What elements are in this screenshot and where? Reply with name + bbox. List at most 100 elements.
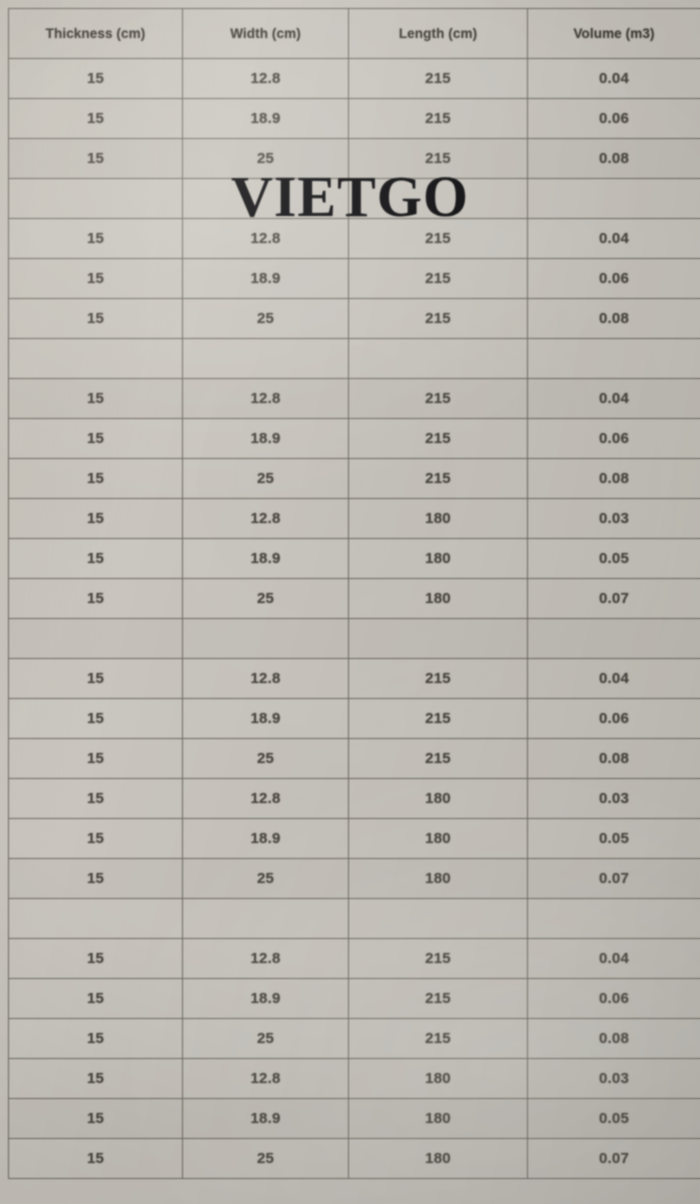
cell-thickness: 15 [8,1058,183,1099]
cell-thickness: 15 [8,738,183,779]
cell-thickness: 15 [8,1138,183,1179]
spacer-cell-length [348,898,528,939]
table-spacer-row [8,178,700,219]
table-row: 15 25 215 0.08 [8,738,700,779]
cell-thickness: 15 [8,778,183,819]
cell-length: 180 [348,1058,528,1099]
column-header-width: Width (cm) [182,8,349,59]
cell-width: 12.8 [182,658,349,699]
cell-volume: 0.06 [527,98,700,139]
cell-length: 215 [348,1018,528,1059]
table-row: 15 25 215 0.08 [8,458,700,499]
cell-thickness: 15 [8,258,183,299]
cell-length: 215 [348,58,528,99]
cell-thickness: 15 [8,458,183,499]
table-row: 15 25 215 0.08 [8,298,700,339]
cell-thickness: 15 [8,498,183,539]
cell-length: 215 [348,698,528,739]
cell-volume: 0.08 [527,138,700,179]
cell-width: 12.8 [182,778,349,819]
cell-length: 215 [348,418,528,459]
cell-length: 215 [348,98,528,139]
cell-thickness: 15 [8,58,183,99]
column-header-thickness: Thickness (cm) [8,8,183,59]
table-row: 15 25 180 0.07 [8,858,700,899]
cell-volume: 0.03 [527,498,700,539]
cell-volume: 0.06 [527,418,700,459]
cell-width: 18.9 [182,258,349,299]
cell-volume: 0.04 [527,938,700,979]
table-row: 15 18.9 180 0.05 [8,818,700,859]
cell-width: 18.9 [182,98,349,139]
table-header: Thickness (cm) Width (cm) Length (cm) Volum… [8,8,700,59]
cell-volume: 0.06 [527,698,700,739]
cell-length: 215 [348,658,528,699]
table-row: 15 25 180 0.07 [8,1138,700,1179]
spacer-cell-thickness [8,338,183,379]
cell-length: 180 [348,778,528,819]
cell-width: 12.8 [182,498,349,539]
cell-volume: 0.06 [527,978,700,1019]
cell-width: 25 [182,578,349,619]
spacer-cell-volume [527,178,700,219]
cell-thickness: 15 [8,298,183,339]
cell-width: 12.8 [182,218,349,259]
spacer-cell-length [348,618,528,659]
cell-width: 25 [182,1138,349,1179]
table-row: 15 12.8 215 0.04 [8,218,700,259]
table-row: 15 12.8 215 0.04 [8,658,700,699]
cell-length: 215 [348,298,528,339]
table-row: 15 25 215 0.08 [8,1018,700,1059]
table-row: 15 18.9 215 0.06 [8,98,700,139]
cell-volume: 0.06 [527,258,700,299]
cell-volume: 0.04 [527,658,700,699]
cell-width: 12.8 [182,938,349,979]
cell-thickness: 15 [8,1018,183,1059]
cell-length: 180 [348,858,528,899]
spacer-cell-thickness [8,618,183,659]
cell-volume: 0.04 [527,378,700,419]
cell-width: 18.9 [182,418,349,459]
cell-width: 12.8 [182,58,349,99]
cell-length: 180 [348,1098,528,1139]
cell-width: 25 [182,738,349,779]
cell-length: 215 [348,138,528,179]
cell-volume: 0.03 [527,1058,700,1099]
table-row: 15 12.8 180 0.03 [8,778,700,819]
cell-thickness: 15 [8,818,183,859]
table-row: 15 18.9 215 0.06 [8,978,700,1019]
spacer-cell-width [182,178,349,219]
cell-volume: 0.08 [527,738,700,779]
cell-length: 215 [348,978,528,1019]
spacer-cell-length [348,178,528,219]
table-row: 15 18.9 215 0.06 [8,258,700,299]
cell-thickness: 15 [8,1098,183,1139]
cell-length: 215 [348,938,528,979]
cell-length: 215 [348,378,528,419]
cell-thickness: 15 [8,418,183,459]
table-row: 15 18.9 180 0.05 [8,538,700,579]
cell-thickness: 15 [8,138,183,179]
cell-length: 180 [348,538,528,579]
table-row: 15 12.8 215 0.04 [8,938,700,979]
spacer-cell-width [182,338,349,379]
cell-thickness: 15 [8,698,183,739]
cell-volume: 0.05 [527,818,700,859]
cell-length: 180 [348,818,528,859]
table-spacer-row [8,618,700,659]
cell-length: 215 [348,218,528,259]
cell-thickness: 15 [8,218,183,259]
cell-thickness: 15 [8,378,183,419]
cell-width: 18.9 [182,818,349,859]
table-row: 15 12.8 180 0.03 [8,498,700,539]
table-row: 15 12.8 215 0.04 [8,58,700,99]
cell-volume: 0.05 [527,538,700,579]
spacer-cell-volume [527,898,700,939]
column-header-volume: Volume (m3) [527,8,700,59]
cell-width: 18.9 [182,538,349,579]
table-spacer-row [8,898,700,939]
cell-thickness: 15 [8,858,183,899]
cell-volume: 0.08 [527,298,700,339]
cell-thickness: 15 [8,578,183,619]
